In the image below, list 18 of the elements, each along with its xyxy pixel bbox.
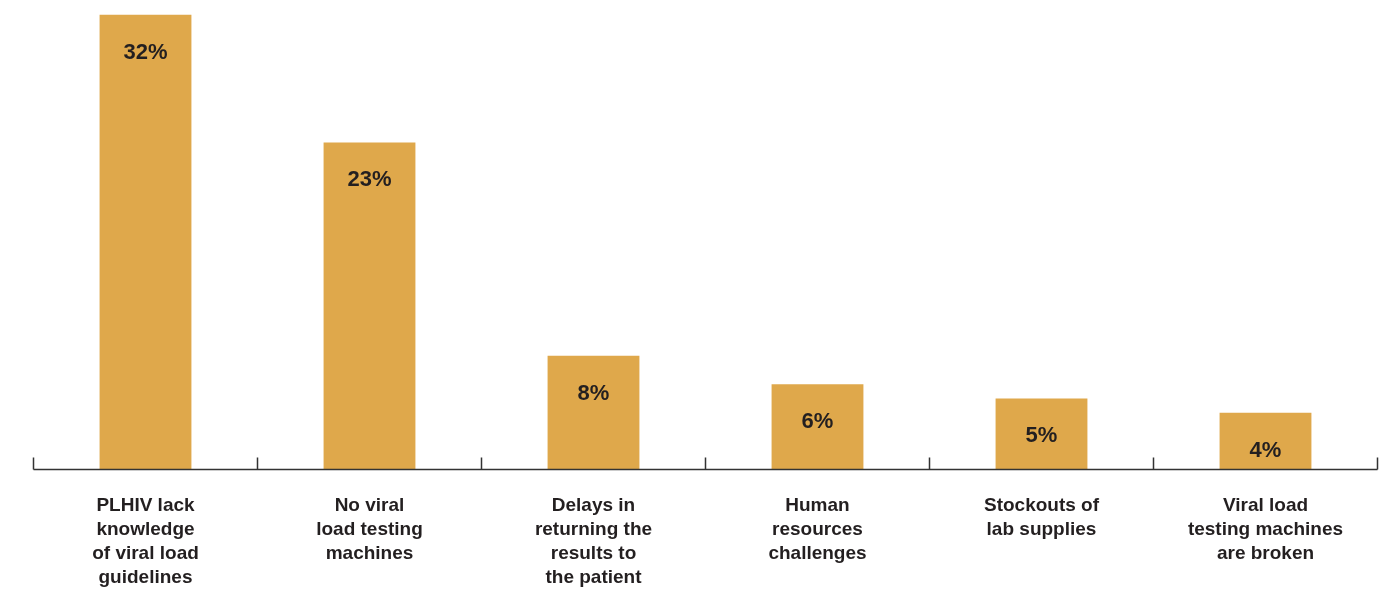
x-tick-label: Stockouts of lab supplies bbox=[983, 493, 1100, 539]
x-tick-label: Delays in returning the results to the patient bbox=[534, 493, 653, 587]
x-tick-label: No viral load testing machines bbox=[316, 493, 423, 563]
bar bbox=[547, 355, 640, 470]
bar bbox=[995, 398, 1088, 470]
bar bbox=[99, 14, 192, 470]
data-label: 23% bbox=[347, 166, 392, 192]
data-label: 8% bbox=[577, 379, 610, 405]
bar bbox=[771, 384, 864, 470]
data-label: 4% bbox=[1249, 436, 1282, 462]
x-tick-label: Human resources challenges bbox=[768, 493, 867, 563]
x-tick-label: PLHIV lack knowledge of viral load guidelines bbox=[92, 493, 199, 587]
data-label: 32% bbox=[123, 38, 168, 64]
bar bbox=[323, 142, 416, 470]
data-label: 6% bbox=[801, 408, 834, 434]
bar bbox=[1219, 412, 1312, 470]
x-tick-label: Viral load testing machines are broken bbox=[1187, 493, 1344, 563]
data-label: 5% bbox=[1025, 422, 1058, 448]
